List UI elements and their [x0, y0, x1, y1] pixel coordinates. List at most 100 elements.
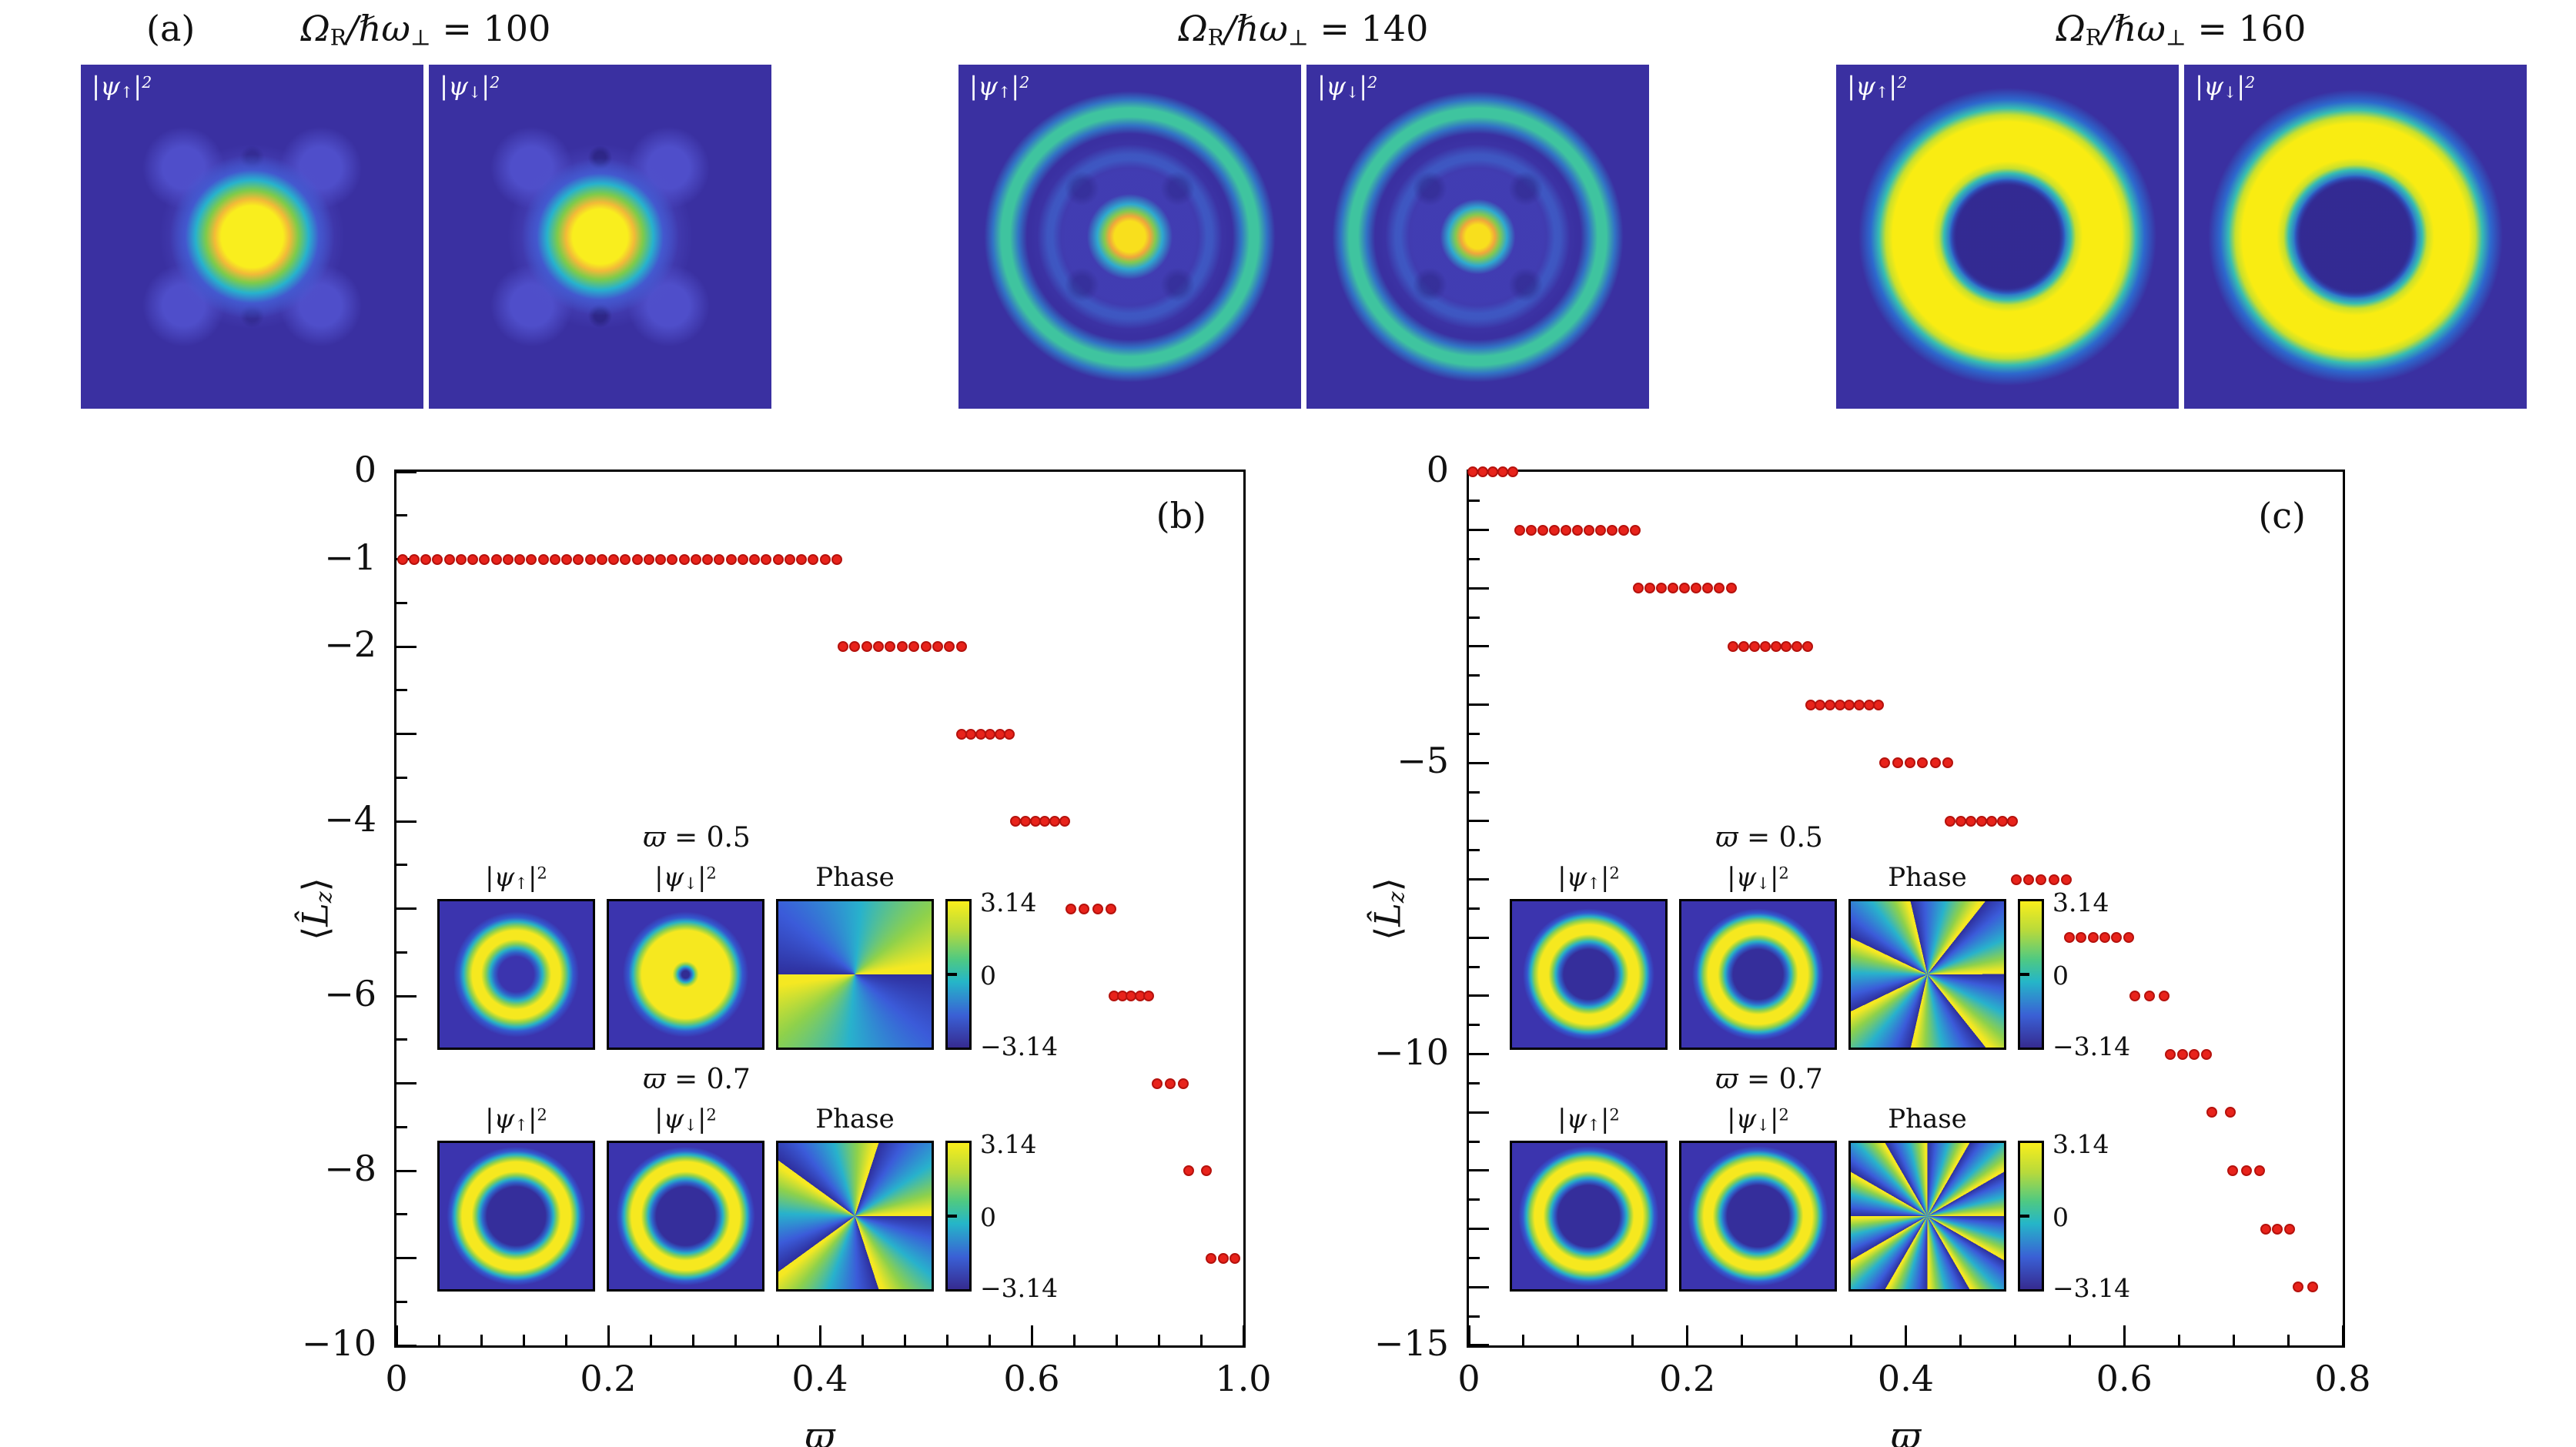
inset-title: ϖ = 0.5 — [1715, 822, 1823, 854]
y-minor-tick — [396, 601, 407, 604]
hbar-omega: /ℏω — [2102, 8, 2166, 49]
y-minor-tick — [1469, 907, 1480, 910]
x-minor-tick — [1850, 1335, 1853, 1345]
density-tile-140-down: |ψ↓|2 — [1306, 65, 1649, 409]
data-point — [1571, 524, 1583, 536]
inset-density-psi-down — [607, 899, 764, 1050]
y-major-tick — [1469, 820, 1489, 823]
x-minor-tick — [691, 1335, 694, 1345]
y-tick-label: −8 — [324, 1148, 376, 1189]
y-major-tick — [1469, 529, 1489, 532]
x-tick-label: 0 — [1457, 1358, 1480, 1399]
hbar-omega: /ℏω — [1224, 8, 1288, 49]
data-point — [667, 553, 678, 565]
data-point — [1942, 757, 1953, 769]
inset-col-psi-up: |ψ↑|2 — [437, 862, 595, 1050]
data-point — [620, 553, 631, 565]
x-minor-tick — [2232, 1335, 2235, 1345]
density-tile-100-down: |ψ↓|2 — [429, 65, 771, 409]
inset-label-psi-down: |ψ↓|2 — [654, 1104, 717, 1135]
inset-col-phase: Phase — [1848, 1104, 2006, 1292]
y-major-tick — [1469, 878, 1489, 881]
hbar-omega: /ℏω — [346, 8, 410, 49]
x-major-tick — [2123, 1325, 2126, 1345]
x-minor-tick — [2013, 1335, 2016, 1345]
colorbar-mid: 0 — [2052, 1202, 2069, 1232]
phase-colorbar — [2018, 1141, 2044, 1292]
y-minor-tick — [1469, 1081, 1480, 1084]
data-point — [872, 641, 884, 652]
data-point — [1177, 1078, 1189, 1089]
y-major-tick — [1469, 936, 1489, 939]
x-minor-tick — [1631, 1335, 1634, 1345]
x-major-tick — [395, 1325, 398, 1345]
data-point — [1059, 816, 1070, 827]
data-point — [1629, 524, 1641, 536]
data-point — [1975, 816, 1987, 827]
x-minor-tick — [1741, 1335, 1744, 1345]
data-point — [678, 553, 690, 565]
data-point — [1691, 583, 1702, 594]
x-minor-tick — [1795, 1335, 1798, 1345]
data-point — [1929, 757, 1941, 769]
data-point — [502, 553, 514, 565]
inset-label-phase: Phase — [815, 1104, 895, 1135]
y-tick-label: −5 — [1397, 740, 1449, 782]
data-point — [608, 553, 620, 565]
panel-b-inset-w05: ϖ = 0.5 |ψ↑|2 |ψ↓|2 Phase 3.14 0 −3.14 — [427, 822, 1105, 1061]
x-minor-tick — [1959, 1335, 1962, 1345]
x-tick-label: 0.6 — [2096, 1358, 2153, 1399]
inset-title: ϖ = 0.5 — [643, 822, 751, 854]
x-tick-label: 0.4 — [1877, 1358, 1935, 1399]
panel-b-inset-w07: ϖ = 0.7 |ψ↑|2 |ψ↓|2 Phase 3.14 0 −3.14 — [427, 1064, 1105, 1303]
data-point — [1917, 757, 1929, 769]
omega-r: Ω — [2056, 8, 2086, 49]
data-point — [2272, 1223, 2283, 1235]
x-tick-label: 0.6 — [1003, 1358, 1060, 1399]
x-minor-tick — [945, 1335, 948, 1345]
inset-col-phase: Phase — [1848, 862, 2006, 1050]
x-major-tick — [1686, 1325, 1689, 1345]
tile-label-psi-down: |ψ↓|2 — [2195, 71, 2256, 102]
data-point — [2260, 1223, 2272, 1235]
data-point — [2061, 874, 2073, 885]
panel-b-xlabel: ϖ — [805, 1415, 835, 1447]
x-minor-tick — [2177, 1335, 2180, 1345]
data-point — [432, 553, 443, 565]
inset-phase-map — [1848, 899, 2006, 1050]
data-point — [796, 553, 808, 565]
data-point — [1497, 466, 1508, 477]
y-major-tick — [396, 907, 417, 910]
x-minor-tick — [861, 1335, 864, 1345]
panel-a-letter: (a) — [146, 8, 196, 49]
data-point — [490, 553, 502, 565]
data-point — [1656, 583, 1668, 594]
y-minor-tick — [1469, 732, 1480, 735]
data-point — [1714, 583, 1725, 594]
y-tick-label: 0 — [353, 449, 376, 490]
y-major-tick — [1469, 1169, 1489, 1172]
x-tick-label: 0.4 — [791, 1358, 848, 1399]
panel-c-inset-w05: ϖ = 0.5 |ψ↑|2 |ψ↓|2 Phase 3.14 0 −3.14 — [1500, 822, 2177, 1061]
data-point — [861, 641, 872, 652]
data-point — [2165, 1048, 2176, 1060]
data-point — [2022, 874, 2034, 885]
y-minor-tick — [1469, 1315, 1480, 1318]
data-point — [2111, 932, 2123, 944]
data-point — [1106, 903, 1117, 914]
data-point — [1825, 699, 1836, 710]
x-tick-label: 0 — [385, 1358, 408, 1399]
inset-phase-map — [776, 899, 934, 1050]
x-major-tick — [2341, 1325, 2344, 1345]
data-point — [2087, 932, 2099, 944]
data-point — [408, 553, 420, 565]
data-point — [1217, 1252, 1229, 1264]
data-point — [1065, 903, 1076, 914]
colorbar-max: 3.14 — [2052, 887, 2109, 917]
inset-density-psi-up — [437, 1141, 595, 1292]
x-minor-tick — [1522, 1335, 1525, 1345]
phase-colorbar — [945, 899, 972, 1050]
panel-c-letter: (c) — [2258, 495, 2306, 536]
omega-r: Ω — [300, 8, 330, 49]
omega-r: Ω — [1178, 8, 1208, 49]
